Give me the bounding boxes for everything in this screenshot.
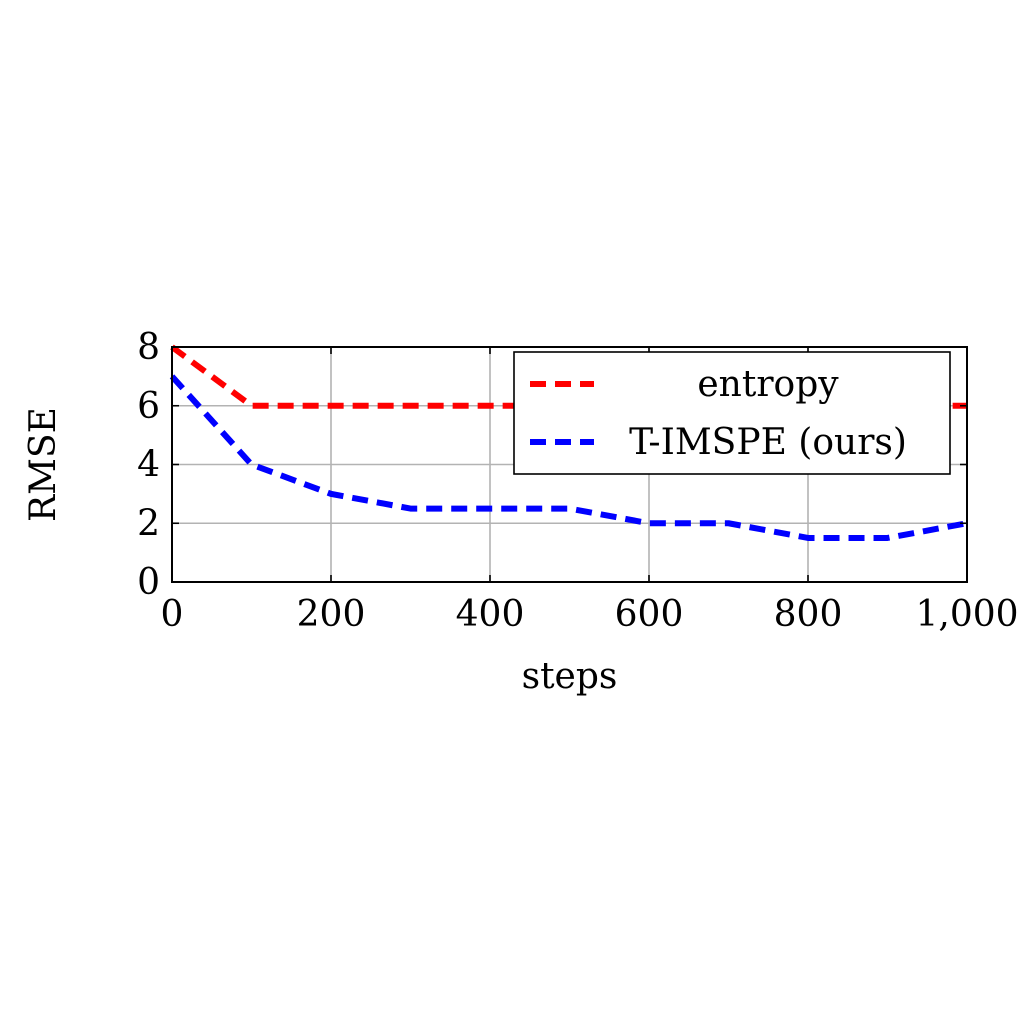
x-tick-label: 800 xyxy=(774,594,843,635)
legend-label-0: entropy xyxy=(697,364,839,405)
x-tick-label: 200 xyxy=(297,594,366,635)
legend-label-1: T-IMSPE (ours) xyxy=(629,422,907,463)
x-tick-label: 400 xyxy=(456,594,525,635)
legend-box xyxy=(513,351,951,475)
x-axis-label: steps xyxy=(522,656,618,697)
ticks xyxy=(171,346,968,583)
y-tick-label: 6 xyxy=(137,386,160,427)
y-tick-label: 2 xyxy=(137,503,160,544)
series-line-1 xyxy=(169,374,968,541)
y-tick-labels: 0 2 4 6 8 xyxy=(137,327,160,603)
x-tick-label: 0 xyxy=(161,594,184,635)
y-tick-label: 8 xyxy=(137,327,160,368)
legend: entropy T-IMSPE (ours) xyxy=(513,351,951,475)
y-tick-label: 4 xyxy=(137,445,160,486)
x-tick-label: 600 xyxy=(615,594,684,635)
x-tick-labels: 0 200 400 600 800 1,000 xyxy=(161,594,1019,635)
x-tick-label: 1,000 xyxy=(915,594,1018,635)
y-tick-label: 0 xyxy=(137,562,160,603)
y-axis-label: RMSE xyxy=(23,407,64,522)
